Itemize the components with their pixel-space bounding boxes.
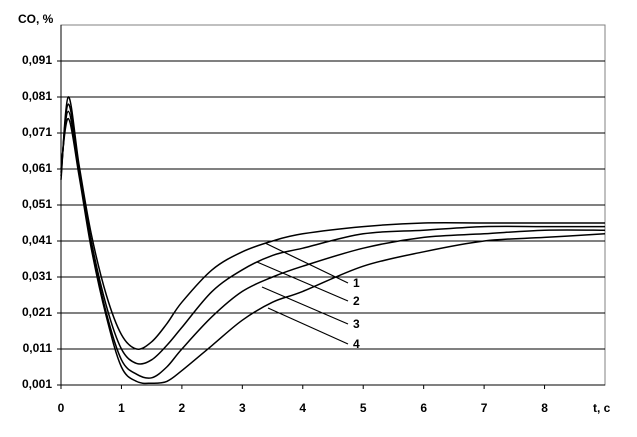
x-tick-label: 2 (179, 401, 186, 415)
series-line (60, 110, 606, 379)
x-axis-label: t, c (593, 401, 611, 415)
y-tick-label: 0,011 (23, 341, 53, 355)
y-tick-label: 0,021 (22, 305, 52, 319)
leader-line (261, 286, 349, 325)
y-axis-label: CO, % (18, 12, 54, 26)
x-tick-label: 6 (420, 401, 427, 415)
leader-line (267, 307, 349, 345)
series-line (60, 117, 606, 385)
x-tick-label: 7 (481, 401, 488, 415)
series-line (60, 103, 605, 365)
x-tick-label: 1 (118, 401, 125, 415)
series-label: 4 (353, 337, 360, 351)
x-tick-label: 0 (58, 401, 65, 415)
x-tick-label: 3 (239, 401, 246, 415)
y-tick-label: 0,061 (22, 161, 52, 175)
x-tick-label: 4 (299, 401, 306, 415)
y-tick-label: 0,081 (22, 89, 52, 103)
series-label: 1 (353, 276, 360, 290)
leader-line (264, 242, 349, 284)
x-tick-label: 5 (360, 401, 367, 415)
x-tick-label: 8 (541, 401, 548, 415)
y-tick-label: 0,001 (22, 377, 52, 391)
y-tick-label: 0,031 (22, 269, 52, 283)
y-tick-label: 0,041 (22, 233, 52, 247)
series-label: 2 (353, 294, 360, 308)
leader-line (256, 261, 349, 302)
series-line (60, 96, 605, 350)
y-tick-label: 0,071 (22, 125, 52, 139)
y-tick-label: 0,091 (22, 53, 52, 67)
y-tick-label: 0,051 (22, 197, 52, 211)
series-label: 3 (353, 317, 360, 331)
